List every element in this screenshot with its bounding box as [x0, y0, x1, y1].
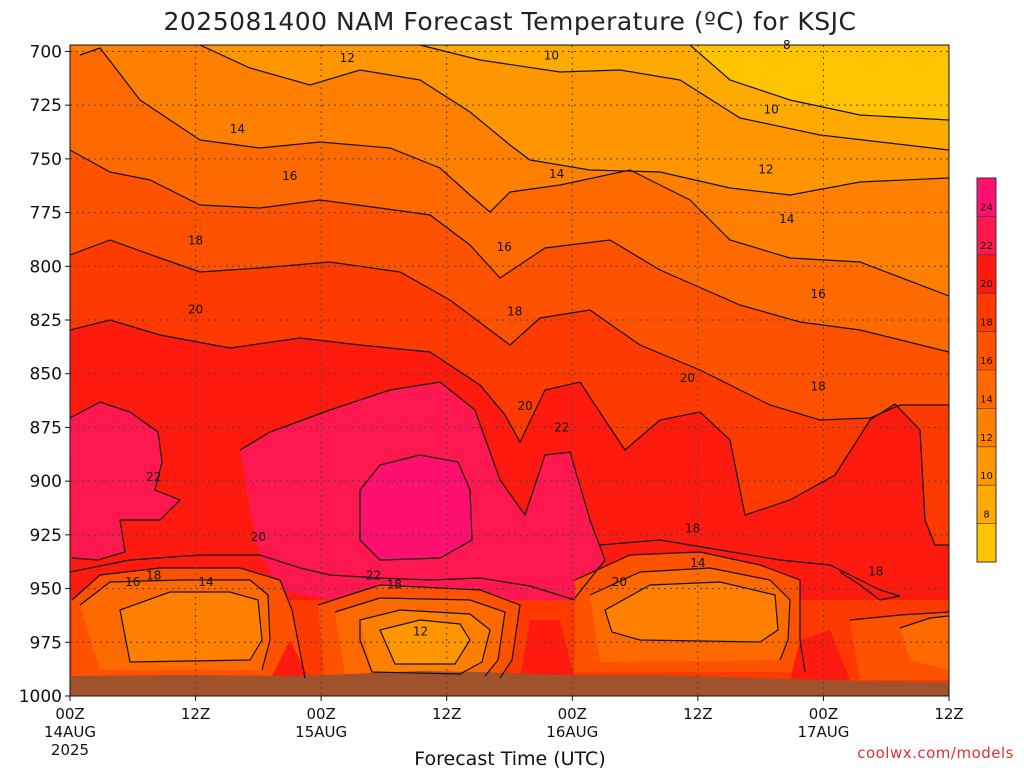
- x-tick-label: 00Z: [558, 705, 587, 723]
- contour-label: 10: [763, 102, 778, 116]
- contour-label: 18: [387, 577, 402, 591]
- x-tick-year: 2025: [51, 741, 89, 759]
- colorbar-tick-label: 8: [983, 510, 989, 521]
- y-tick-label: 850: [30, 365, 62, 385]
- colorbar-segment: [977, 331, 996, 370]
- x-tick-label: 00Z: [55, 705, 84, 723]
- colorbar-tick-label: 18: [980, 318, 993, 329]
- contour-label: 12: [758, 163, 773, 177]
- colorbar-segment: [977, 178, 996, 217]
- colorbar-tick-label: 10: [980, 471, 993, 482]
- plot-area: [70, 45, 949, 696]
- colorbar-segment: [977, 254, 996, 294]
- plot-frame: [69, 44, 950, 697]
- contour-label: 12: [340, 51, 355, 65]
- band-low-12-14: [120, 592, 262, 662]
- contour-label: 16: [282, 169, 297, 183]
- y-tick-label: 750: [30, 150, 62, 170]
- y-tick-label: 950: [30, 580, 62, 600]
- contour-label: 20: [680, 371, 695, 385]
- band-low-14-16-far-right: [900, 616, 949, 670]
- x-tick-label: 12Z: [934, 705, 963, 723]
- band-low-12-14-right: [605, 582, 778, 642]
- x-tick-label: 00Z: [809, 705, 838, 723]
- x-tick-label: 00Z: [306, 705, 335, 723]
- x-tick-label: 12Z: [181, 705, 210, 723]
- band-low-20-22-bottom: [270, 620, 850, 680]
- y-tick-label: 875: [30, 418, 62, 438]
- x-tick-date: 14AUG: [44, 723, 96, 741]
- colorbar-segment: [977, 485, 996, 524]
- contour-lines: [70, 45, 949, 679]
- colorbar-segment: [977, 216, 996, 255]
- contour-label: 18: [507, 304, 522, 318]
- colorbar-tick-label: 22: [980, 241, 993, 252]
- colorbar-tick-label: 12: [980, 433, 993, 444]
- colorbar-tick-label: 16: [980, 356, 993, 367]
- colorbar-tick-label: 24: [980, 202, 993, 213]
- colorbar-segment: [977, 446, 996, 486]
- y-tick-label: 825: [30, 311, 62, 331]
- contour-label: 22: [366, 569, 381, 583]
- colorbar: 8 10 12 14 16 18 20 22 24: [976, 177, 997, 563]
- contour-label: 18: [811, 380, 826, 394]
- contour-label: 14: [230, 122, 245, 136]
- contour-label: 22: [146, 470, 161, 484]
- y-tick-label: 975: [30, 633, 62, 653]
- colorbar-segment: [977, 408, 996, 447]
- contour-label: 16: [497, 240, 512, 254]
- band-24-26-center: [360, 455, 472, 560]
- x-tick-label: 12Z: [432, 705, 461, 723]
- colorbar-segment: [977, 523, 996, 562]
- contour-label: 10: [544, 49, 559, 63]
- colorbar-tick-label: 20: [980, 279, 993, 290]
- contour-label: 22: [554, 420, 569, 434]
- contour-label: 20: [612, 575, 627, 589]
- y-axis: 700 725 750 775 800 825 850 875 900 925 950 975 1000: [19, 42, 70, 707]
- x-tick-date: 17AUG: [797, 723, 849, 741]
- contour-label: 20: [518, 399, 533, 413]
- contour-label: 14: [549, 167, 564, 181]
- colorbar-segment: [977, 293, 996, 332]
- contour-label: 16: [811, 287, 826, 301]
- x-tick-date: 16AUG: [546, 723, 598, 741]
- credit-link[interactable]: coolwx.com/models: [857, 744, 1014, 762]
- contour-label: 12: [413, 625, 428, 639]
- x-tick-date: 15AUG: [295, 723, 347, 741]
- x-axis-label: Forecast Time (UTC): [414, 748, 605, 768]
- terrain: [70, 671, 949, 696]
- contour-label: 14: [779, 212, 794, 226]
- contour-label: 18: [685, 521, 700, 535]
- contour-label: 16: [125, 575, 140, 589]
- contour-label: 14: [198, 575, 213, 589]
- y-tick-label: 775: [30, 204, 62, 224]
- y-tick-label: 725: [30, 96, 62, 116]
- contour-label: 20: [251, 530, 266, 544]
- contour-label: 18: [146, 569, 161, 583]
- x-tick-label: 12Z: [683, 705, 712, 723]
- colorbar-tick-label: 14: [980, 394, 993, 405]
- y-tick-label: 700: [30, 42, 62, 62]
- chart-title: 2025081400 NAM Forecast Temperature (ºC)…: [164, 7, 857, 36]
- colorbar-segment: [977, 370, 996, 409]
- y-tick-label: 925: [30, 526, 62, 546]
- y-tick-label: 1000: [19, 687, 62, 707]
- y-tick-label: 900: [30, 472, 62, 492]
- y-tick-label: 800: [30, 257, 62, 277]
- contour-label: 18: [188, 234, 203, 248]
- contour-label: 18: [868, 564, 883, 578]
